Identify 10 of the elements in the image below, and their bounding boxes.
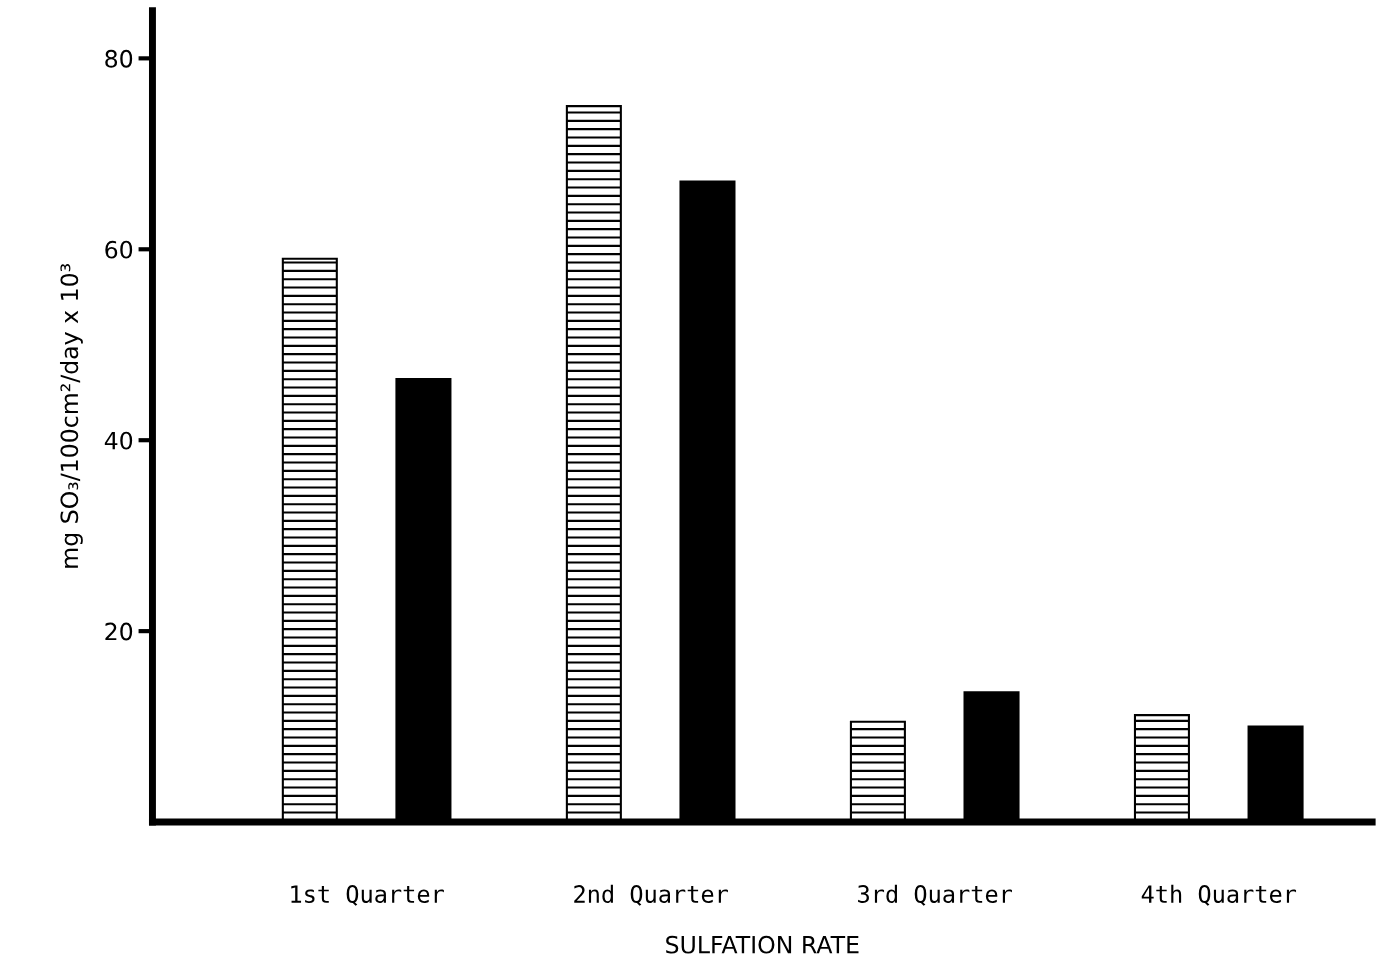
x-tick-label: 3rd Quarter [858, 884, 1012, 906]
x-tick-label: 1st Quarter [291, 885, 444, 906]
x-axis-title: SULFATION RATE [666, 935, 859, 954]
y-tick-label: 80 [105, 49, 133, 68]
x-tick-label: 2nd Quarter [574, 884, 728, 906]
x-tick-label: 4th Quarter [1141, 884, 1297, 906]
y-tick-label: 20 [105, 622, 133, 641]
y-tick-label: 40 [104, 431, 133, 450]
y-axis-title: mg SO₃/100cm²/day x 10³ [59, 264, 83, 568]
y-tick-label: 60 [105, 240, 133, 259]
